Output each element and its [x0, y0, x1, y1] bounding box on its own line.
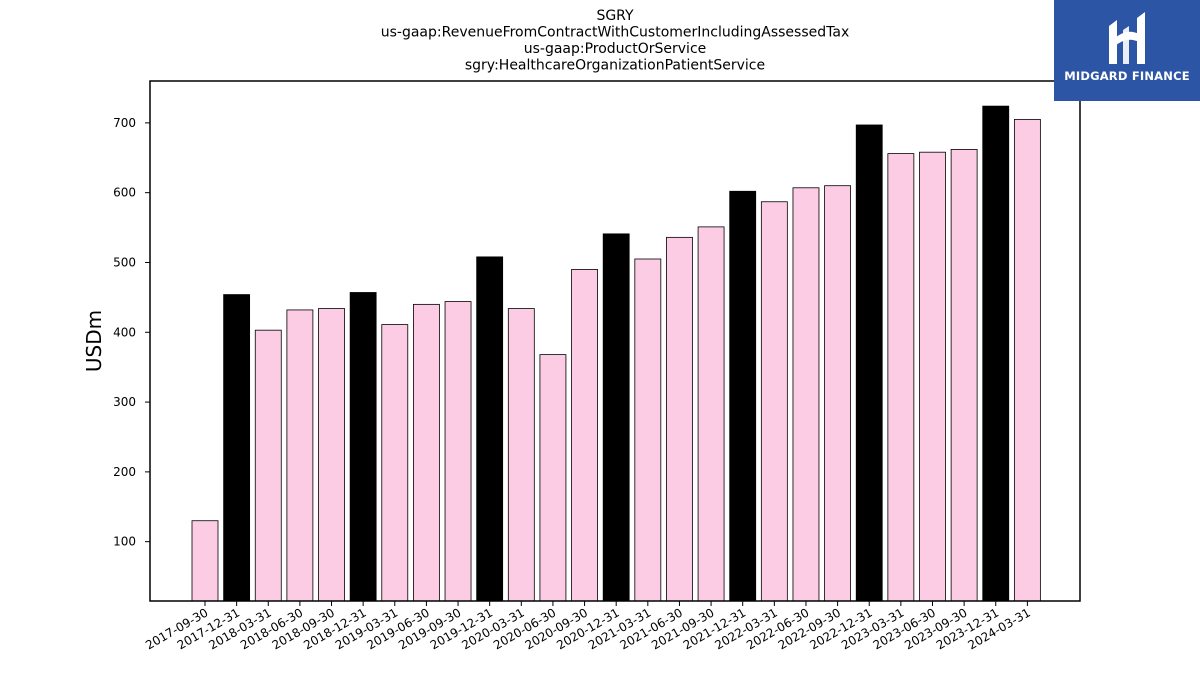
bar-2017-12-31 — [223, 294, 251, 602]
bar-2020-09-30 — [571, 269, 598, 602]
bar-2018-06-30 — [286, 309, 314, 602]
bar-2023-12-31 — [982, 105, 1010, 602]
bars-group — [191, 105, 1041, 602]
bar-2021-09-30 — [697, 226, 725, 602]
y-tick-label: 300 — [113, 395, 136, 409]
y-axis-label: USDm — [82, 310, 106, 372]
bar-2022-06-30 — [792, 187, 820, 602]
y-tick-label: 200 — [113, 465, 136, 479]
bar-2018-03-31 — [254, 329, 282, 602]
bar-2022-03-31 — [760, 201, 788, 602]
bar-2023-09-30 — [950, 148, 978, 602]
y-tick-label: 500 — [113, 255, 136, 269]
y-tick-label: 100 — [113, 535, 136, 549]
bar-2017-09-30 — [191, 520, 219, 602]
y-tick-label: 700 — [113, 116, 136, 130]
bar-2023-03-31 — [887, 153, 915, 602]
bar-2021-06-30 — [666, 236, 693, 602]
chart-title: SGRYus-gaap:RevenueFromContractWithCusto… — [381, 8, 850, 74]
logo-text: MIDGARD FINANCE — [1064, 69, 1190, 83]
bar-2020-12-31 — [602, 233, 630, 602]
y-tick-label: 400 — [113, 325, 136, 339]
bar-2021-12-31 — [729, 190, 757, 602]
bar-2019-03-31 — [381, 324, 409, 602]
bar-2021-03-31 — [634, 258, 662, 602]
bar-2018-09-30 — [318, 308, 345, 602]
midgard-logo-icon — [1109, 12, 1145, 64]
bar-2023-06-30 — [919, 151, 946, 602]
plot-frame — [149, 80, 1081, 602]
title-line: sgry:HealthcareOrganizationPatientServic… — [465, 58, 765, 74]
y-tick-label: 600 — [113, 186, 136, 200]
y-axis: 100 200 300 400 500 600 700 — [113, 116, 150, 549]
midgard-finance-logo: MIDGARD FINANCE — [1054, 0, 1200, 101]
bar-2019-09-30 — [444, 301, 472, 602]
title-line: SGRY — [596, 8, 634, 24]
bar-2019-06-30 — [413, 303, 440, 602]
bar-2022-12-31 — [855, 124, 883, 602]
title-line: us-gaap:ProductOrService — [524, 41, 707, 57]
bar-2020-03-31 — [507, 308, 535, 602]
x-axis: 2017-09-302017-12-312018-03-312018-06-30… — [143, 601, 1033, 652]
bar-2022-09-30 — [824, 185, 851, 602]
bar-2018-12-31 — [349, 292, 377, 602]
bar-2019-12-31 — [476, 256, 504, 602]
bar-2024-03-31 — [1013, 118, 1041, 602]
title-line: us-gaap:RevenueFromContractWithCustomerI… — [381, 25, 850, 41]
bar-2020-06-30 — [539, 354, 567, 602]
